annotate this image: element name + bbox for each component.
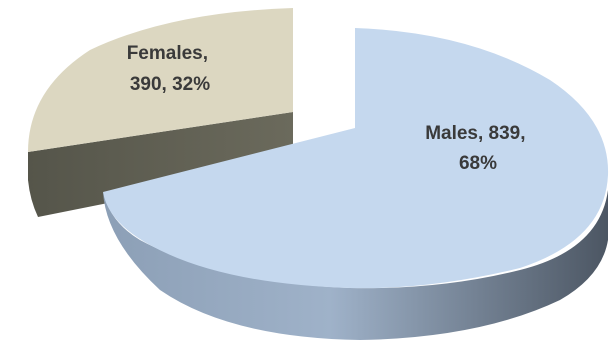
pie-slice-males-side [103,190,608,340]
males-label-line-2: 68% [459,153,497,174]
females-label-line-1: Females, [127,43,208,64]
males-label-line-1: Males, 839, [425,123,525,144]
females-label-line-2: 390, 32% [130,74,210,95]
pie-slice-females [28,8,293,217]
pie-slice-females-top [28,8,293,152]
females-label: Females, 390, 32% [127,43,214,95]
pie-slice-females-side [28,112,293,217]
pie-slice-males [103,28,609,340]
pie-slice-males-top [103,28,609,289]
males-label: Males, 839, 68% [425,123,531,174]
